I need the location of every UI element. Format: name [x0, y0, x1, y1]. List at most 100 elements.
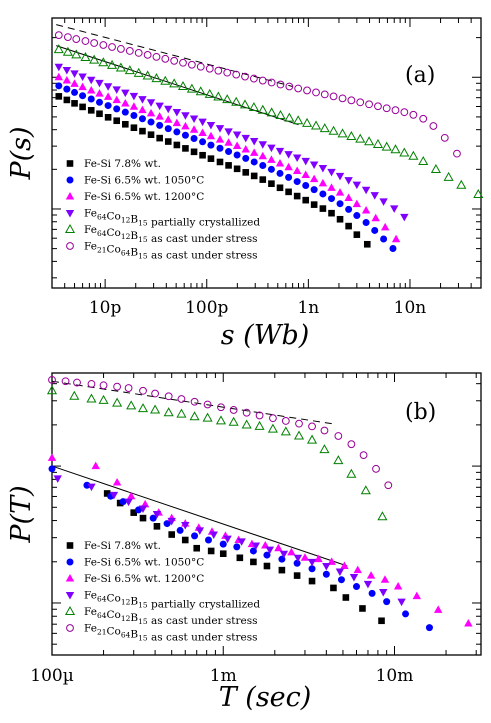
data-point [371, 226, 379, 234]
data-point [379, 589, 388, 597]
panel-label: (b) [405, 400, 436, 425]
data-point [275, 109, 286, 119]
data-point [133, 67, 144, 77]
data-point [91, 461, 100, 470]
data-point [412, 591, 422, 600]
series-fe64co12b15-partially-crystallized [53, 475, 406, 607]
data-point [63, 85, 71, 93]
data-point [425, 624, 433, 632]
data-point [434, 605, 443, 613]
data-point [346, 468, 357, 478]
data-point [334, 432, 343, 440]
data-point [276, 184, 284, 192]
data-point [164, 115, 173, 123]
data-point [96, 110, 103, 118]
data-point [328, 209, 335, 217]
data-point [79, 103, 86, 111]
data-point [137, 403, 149, 413]
data-point [293, 559, 301, 567]
data-point [198, 118, 207, 127]
series-fe64co12b15-as-cast-under-stress [46, 385, 388, 521]
legend-label: Fe64Co12B15 partially crystallized [84, 590, 260, 611]
data-point [368, 589, 376, 597]
data-point [86, 393, 97, 403]
series-fe64co12b15-partially-crystallized [54, 63, 409, 222]
x-tick-label: 10m [376, 666, 414, 686]
data-point [342, 594, 350, 601]
data-point [47, 453, 57, 461]
legend-label: Fe-Si 6.5% wt. 1200°C [84, 191, 204, 203]
data-point [258, 76, 267, 85]
data-point [134, 49, 143, 57]
data-point [366, 571, 376, 579]
data-point [263, 551, 271, 559]
data-point [124, 498, 133, 507]
data-point [236, 554, 244, 562]
data-point [222, 94, 233, 104]
data-point [353, 565, 362, 574]
data-point [294, 84, 303, 93]
data-point [232, 131, 242, 140]
data-point [54, 31, 63, 40]
data-point [176, 526, 184, 534]
data-point [81, 37, 90, 45]
data-point [87, 107, 95, 114]
data-point [284, 151, 293, 159]
data-point [205, 64, 214, 73]
data-point [308, 565, 316, 573]
data-point [265, 546, 274, 555]
plot-frame [51, 17, 482, 289]
data-point [124, 384, 133, 392]
data-point [107, 59, 118, 69]
data-point [380, 235, 388, 243]
chart-panel-a: 10p 100p 1n 10n Fe-Si 7.8% wt. Fe-Si 6.5% wt.… [6, 17, 484, 351]
data-point [335, 188, 345, 196]
data-point [48, 465, 56, 473]
data-point [79, 92, 87, 100]
data-point [233, 151, 241, 159]
data-point [146, 99, 156, 107]
data-point [87, 85, 96, 94]
data-point [361, 186, 371, 195]
data-point [284, 162, 293, 171]
data-point [164, 105, 173, 114]
data-point [379, 198, 388, 206]
x-axis-label: T (sec) [219, 682, 312, 713]
dashed-guide-line [56, 24, 293, 87]
data-point [380, 222, 390, 231]
data-point [55, 82, 63, 90]
data-point [430, 163, 441, 173]
data-point [95, 89, 104, 97]
data-point [372, 138, 384, 148]
data-point [338, 94, 347, 103]
data-point [115, 62, 126, 72]
data-point [344, 193, 353, 202]
data-point [302, 182, 310, 190]
data-point [353, 212, 361, 220]
x-tick-label: 1n [297, 298, 319, 318]
legend-marker [65, 574, 75, 582]
data-point [103, 92, 113, 100]
data-point [62, 46, 73, 56]
data-point [259, 162, 267, 170]
data-point [130, 124, 138, 132]
x-tick-label: 100µ [30, 666, 74, 686]
data-point [293, 554, 303, 563]
data-point [391, 106, 400, 115]
data-point [53, 44, 64, 54]
data-point [190, 397, 199, 406]
data-point [251, 542, 261, 550]
data-point [190, 148, 198, 156]
data-point [87, 95, 95, 103]
data-point [258, 151, 267, 160]
data-point [176, 408, 187, 418]
data-point [353, 231, 361, 238]
data-point [362, 219, 370, 227]
data-point [363, 580, 373, 589]
data-point [191, 532, 199, 540]
legend-label: Fe-Si 6.5% wt. 1050°C [84, 557, 204, 569]
data-point [242, 154, 250, 162]
data-point [155, 102, 164, 111]
data-point [103, 83, 113, 91]
